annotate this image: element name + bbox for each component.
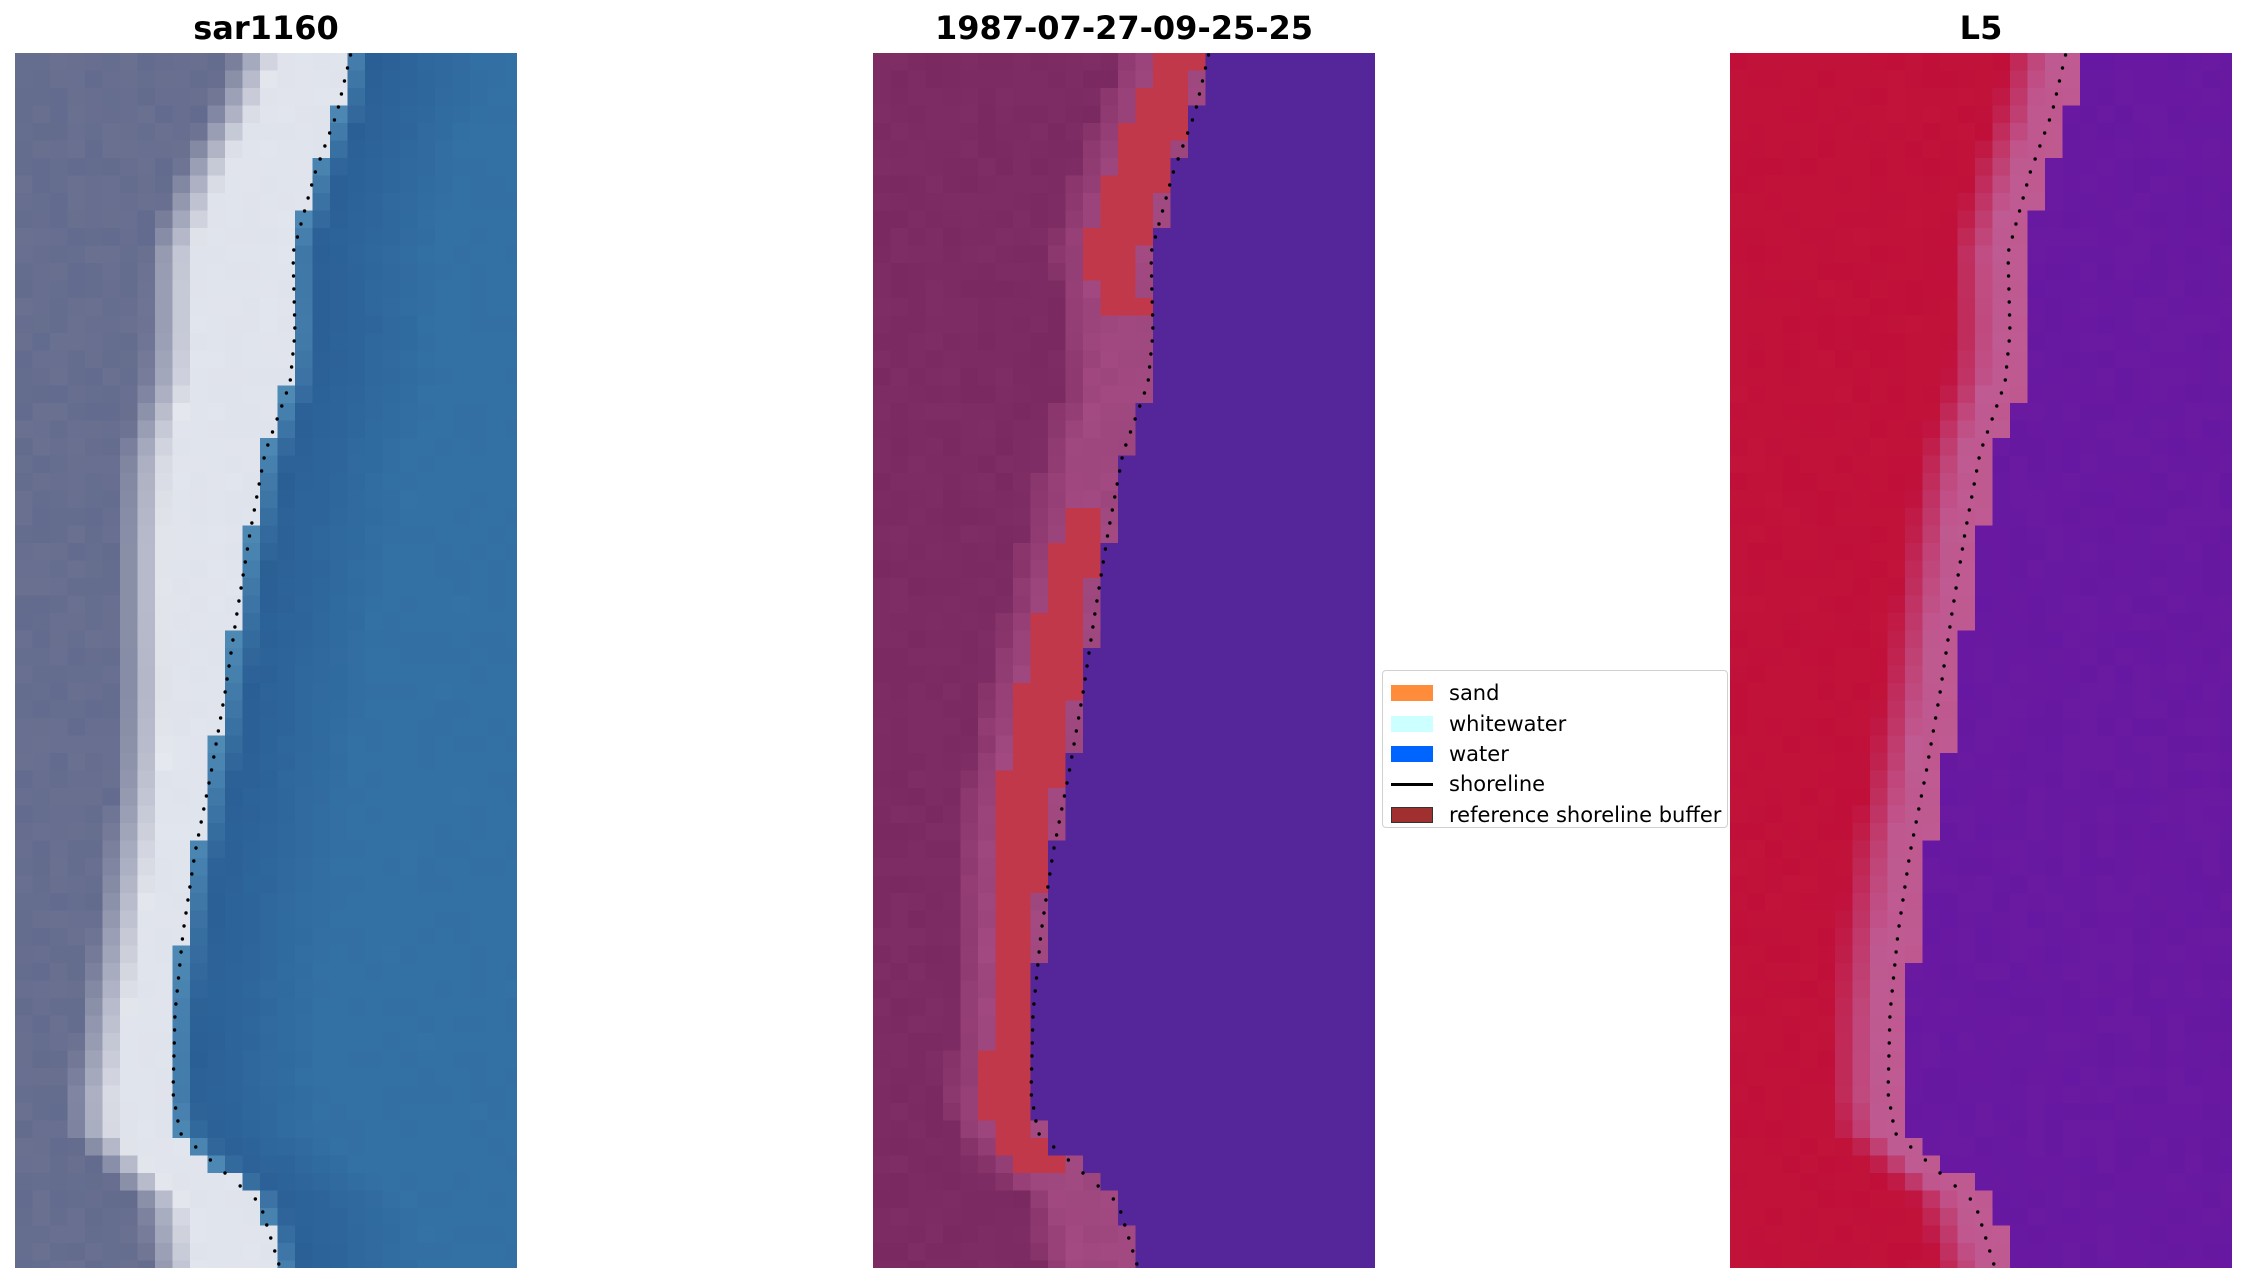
legend-label: reference shoreline buffer [1449,802,1722,827]
legend-label: water [1449,741,1509,766]
legend-label: sand [1449,681,1500,706]
legend-item-whitewater: whitewater [1391,708,1727,738]
panel-title-rgb: sar1160 [193,9,339,47]
sand-swatch [1391,685,1433,702]
rgb-satellite-image [15,53,517,1268]
legend-item-shoreline: shoreline [1391,769,1727,799]
legend-label: shoreline [1449,772,1546,797]
water-swatch [1391,745,1433,762]
legend-label: whitewater [1449,711,1567,736]
panel-title-classified: 1987-07-27-09-25-25 [934,9,1314,47]
ndwi-image [1730,53,2232,1268]
legend: sand whitewater water shoreline referenc… [1382,670,1728,828]
panel-title-ndwi: L5 [1959,9,2003,47]
shoreline-line-swatch [1391,782,1433,786]
whitewater-swatch [1391,715,1433,732]
legend-item-water: water [1391,739,1727,769]
legend-item-buffer: reference shoreline buffer [1391,800,1727,830]
legend-item-sand: sand [1391,678,1727,708]
buffer-swatch [1391,806,1433,823]
classified-image [873,53,1375,1268]
